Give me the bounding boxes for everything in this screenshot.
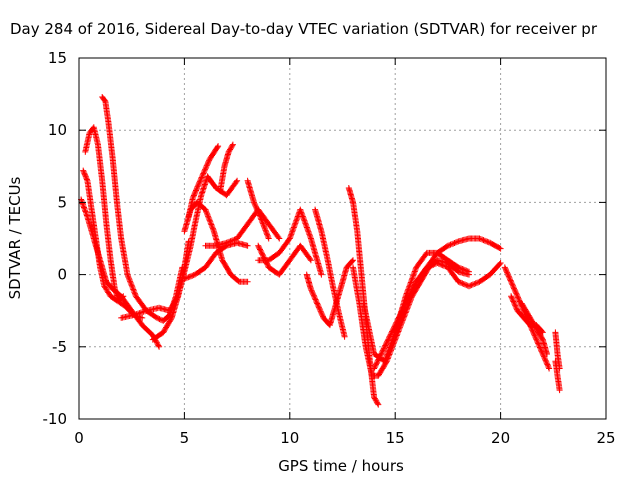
x-tick-label: 0 bbox=[74, 429, 84, 447]
x-tick-labels: 0 5 10 15 20 25 bbox=[74, 429, 615, 447]
data-point-markers bbox=[518, 300, 550, 357]
grid-lines bbox=[79, 58, 606, 419]
y-tick-label: 5 bbox=[57, 193, 67, 211]
data-point-markers bbox=[552, 358, 563, 394]
x-tick-label: 5 bbox=[180, 429, 190, 447]
series-arc-25 bbox=[552, 329, 563, 372]
x-tick-label: 10 bbox=[280, 429, 299, 447]
data-point-markers bbox=[255, 206, 325, 278]
y-tick-label: -5 bbox=[52, 338, 67, 356]
data-point-markers bbox=[255, 242, 314, 278]
data-points bbox=[78, 94, 563, 408]
x-tick-label: 25 bbox=[596, 429, 615, 447]
x-tick-label: 20 bbox=[491, 429, 510, 447]
series-arc-24 bbox=[518, 300, 550, 357]
series-arc-12 bbox=[244, 177, 272, 242]
series-arc-14 bbox=[255, 242, 314, 278]
data-point-markers bbox=[181, 199, 251, 285]
data-point-markers bbox=[82, 124, 127, 304]
y-tick-label: 10 bbox=[48, 121, 67, 139]
data-point-markers bbox=[244, 177, 272, 242]
data-point-markers bbox=[217, 141, 236, 194]
y-axis-label: SDTVAR / TECUs bbox=[6, 176, 24, 299]
plot-frame bbox=[78, 57, 607, 420]
y-tick-label: 0 bbox=[57, 266, 67, 284]
series-arc-10 bbox=[181, 199, 251, 285]
data-point-markers bbox=[392, 249, 472, 336]
x-tick-label: 15 bbox=[386, 429, 405, 447]
series-arc-22 bbox=[501, 264, 553, 372]
axis-ticks bbox=[78, 57, 607, 420]
series-arc-21 bbox=[392, 249, 472, 336]
data-point-markers bbox=[552, 329, 563, 372]
series-arc-6 bbox=[149, 173, 241, 343]
data-point-markers bbox=[303, 257, 356, 329]
series-arc-9 bbox=[217, 141, 236, 194]
y-tick-label: -10 bbox=[43, 410, 68, 428]
y-tick-label: 15 bbox=[48, 49, 67, 67]
data-point-markers bbox=[501, 264, 553, 372]
data-point-markers bbox=[312, 206, 348, 340]
series-arc-1 bbox=[82, 124, 127, 304]
series-arc-13 bbox=[255, 206, 325, 278]
series-arc-15 bbox=[303, 257, 356, 329]
x-axis-label: GPS time / hours bbox=[278, 457, 404, 475]
data-point-markers bbox=[149, 173, 241, 343]
chart-title: Day 284 of 2016, Sidereal Day-to-day VTE… bbox=[10, 20, 598, 38]
y-tick-labels: -10 -5 0 5 10 15 bbox=[43, 49, 68, 428]
series-arc-16 bbox=[312, 206, 348, 340]
series-arc-26 bbox=[552, 358, 563, 394]
